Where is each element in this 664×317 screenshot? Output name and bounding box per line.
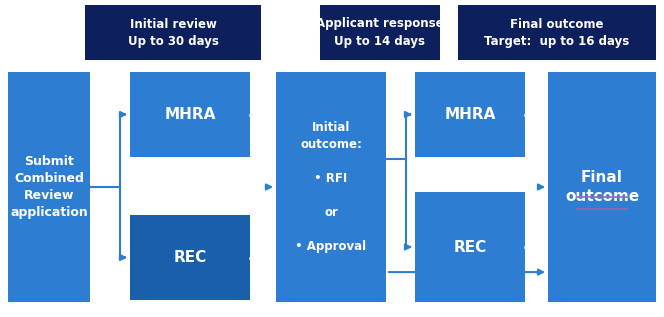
Text: Applicant response
Up to 14 days: Applicant response Up to 14 days bbox=[316, 17, 444, 48]
Text: MHRA: MHRA bbox=[444, 107, 496, 122]
Bar bbox=[130, 215, 250, 300]
Bar bbox=[276, 72, 386, 302]
Text: REC: REC bbox=[173, 250, 207, 265]
Bar bbox=[130, 72, 250, 157]
Text: Submit
Combined
Review
application: Submit Combined Review application bbox=[10, 155, 88, 219]
Bar bbox=[415, 72, 525, 157]
Bar bbox=[85, 5, 261, 60]
Text: REC: REC bbox=[454, 240, 487, 255]
Bar bbox=[415, 192, 525, 302]
Bar bbox=[548, 72, 656, 302]
Text: MHRA: MHRA bbox=[164, 107, 216, 122]
Bar bbox=[8, 72, 90, 302]
Bar bbox=[320, 5, 440, 60]
Text: Final
outcome: Final outcome bbox=[565, 170, 639, 204]
Text: Final outcome
Target:  up to 16 days: Final outcome Target: up to 16 days bbox=[484, 17, 629, 48]
Text: Initial
outcome:

• RFI

or

• Approval: Initial outcome: • RFI or • Approval bbox=[295, 121, 367, 253]
Text: Initial review
Up to 30 days: Initial review Up to 30 days bbox=[127, 17, 218, 48]
Bar bbox=[458, 5, 656, 60]
